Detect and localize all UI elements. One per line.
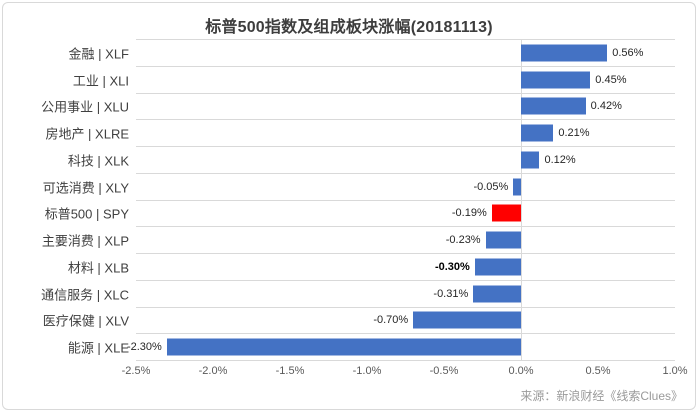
- category-label: 能源 | XLE: [67, 340, 129, 356]
- bar: [521, 44, 608, 62]
- source-caption: 来源：新浪财经《线索Clues》: [520, 389, 683, 403]
- category-label: 通信服务 | XLC: [41, 287, 129, 303]
- value-label: -0.23%: [445, 234, 481, 247]
- zero-gridline: [521, 39, 522, 360]
- category-label: 医疗保健 | XLV: [42, 313, 129, 329]
- category-label: 科技 | XLK: [67, 153, 129, 169]
- bar: [166, 338, 521, 356]
- bar: [521, 71, 591, 89]
- category-label: 房地产 | XLRE: [45, 126, 129, 142]
- value-label: -2.30%: [126, 341, 162, 354]
- bar-row: 医疗保健 | XLV -0.70%: [43, 306, 675, 334]
- value-label: -0.19%: [451, 207, 487, 220]
- value-label: 0.45%: [595, 73, 627, 86]
- category-label: 主要消费 | XLP: [41, 233, 129, 249]
- value-label: 0.21%: [558, 127, 590, 140]
- bar-row: 公用事业 | XLU 0.42%: [41, 92, 675, 120]
- category-label: 工业 | XLI: [72, 73, 129, 89]
- bar-row: 通信服务 | XLC -0.31%: [41, 279, 675, 307]
- bar: [413, 311, 521, 329]
- bar-row: 能源 | XLE -2.30%: [68, 333, 675, 360]
- x-axis-tick-label: 0.5%: [585, 365, 611, 377]
- chart-title: 标普500指数及组成板块涨幅(20181113): [205, 19, 493, 36]
- bar: [521, 124, 554, 142]
- bar-row: 可选消费 | XLY -0.05%: [43, 172, 675, 200]
- bar-row: 工业 | XLI 0.45%: [73, 65, 675, 93]
- bar-row: 金融 | XLF 0.56%: [69, 39, 675, 66]
- x-axis-tick-label: -1.0%: [352, 365, 382, 377]
- value-label: -0.31%: [433, 287, 469, 300]
- category-label: 可选消费 | XLY: [42, 180, 129, 196]
- bar: [473, 285, 521, 303]
- x-axis-tick-label: 0.0%: [508, 365, 534, 377]
- value-label: 0.12%: [544, 153, 576, 166]
- bar: [513, 178, 521, 196]
- x-axis-tick-label: -1.5%: [275, 365, 305, 377]
- bar-row: 标普500 | SPY -0.19%: [45, 199, 675, 227]
- bar-row: 房地产 | XLRE 0.21%: [45, 119, 675, 146]
- x-axis-tick-label: -2.0%: [198, 365, 228, 377]
- value-label: -0.70%: [373, 314, 409, 327]
- x-axis: -2.5% -2.0% -1.5% -1.0% -0.5% 0.0% 0.5% 1.0%: [122, 365, 688, 381]
- category-label: 标普500 | SPY: [44, 206, 129, 222]
- bar: [521, 151, 540, 169]
- x-axis-tick-label: -0.5%: [429, 365, 459, 377]
- bar: [485, 231, 521, 249]
- bar-row: 材料 | XLB -0.30%: [68, 253, 675, 280]
- bar-row: 科技 | XLK 0.12%: [68, 146, 675, 173]
- category-label: 材料 | XLB: [67, 260, 129, 276]
- value-label: -0.05%: [473, 180, 509, 193]
- value-label: 0.42%: [590, 100, 622, 113]
- value-label: 0.56%: [612, 46, 644, 59]
- x-axis-tick-label: -2.5%: [121, 365, 151, 377]
- chart-container: 标普500指数及组成板块涨幅(20181113) 金融 | XLF 0.56% 工业…: [2, 2, 696, 410]
- category-label: 公用事业 | XLU: [41, 99, 129, 115]
- x-axis-tick-label: 1.0%: [662, 365, 688, 377]
- bar: [521, 97, 586, 115]
- value-label: -0.30%: [434, 260, 470, 273]
- plot-area: 金融 | XLF 0.56% 工业 | XLI 0.45% 公用事业 | XLU 0.42…: [41, 39, 675, 361]
- category-label: 金融 | XLF: [68, 46, 129, 62]
- bar-row: 主要消费 | XLP -0.23%: [42, 226, 675, 253]
- bar: [491, 204, 521, 222]
- bar: [474, 258, 521, 276]
